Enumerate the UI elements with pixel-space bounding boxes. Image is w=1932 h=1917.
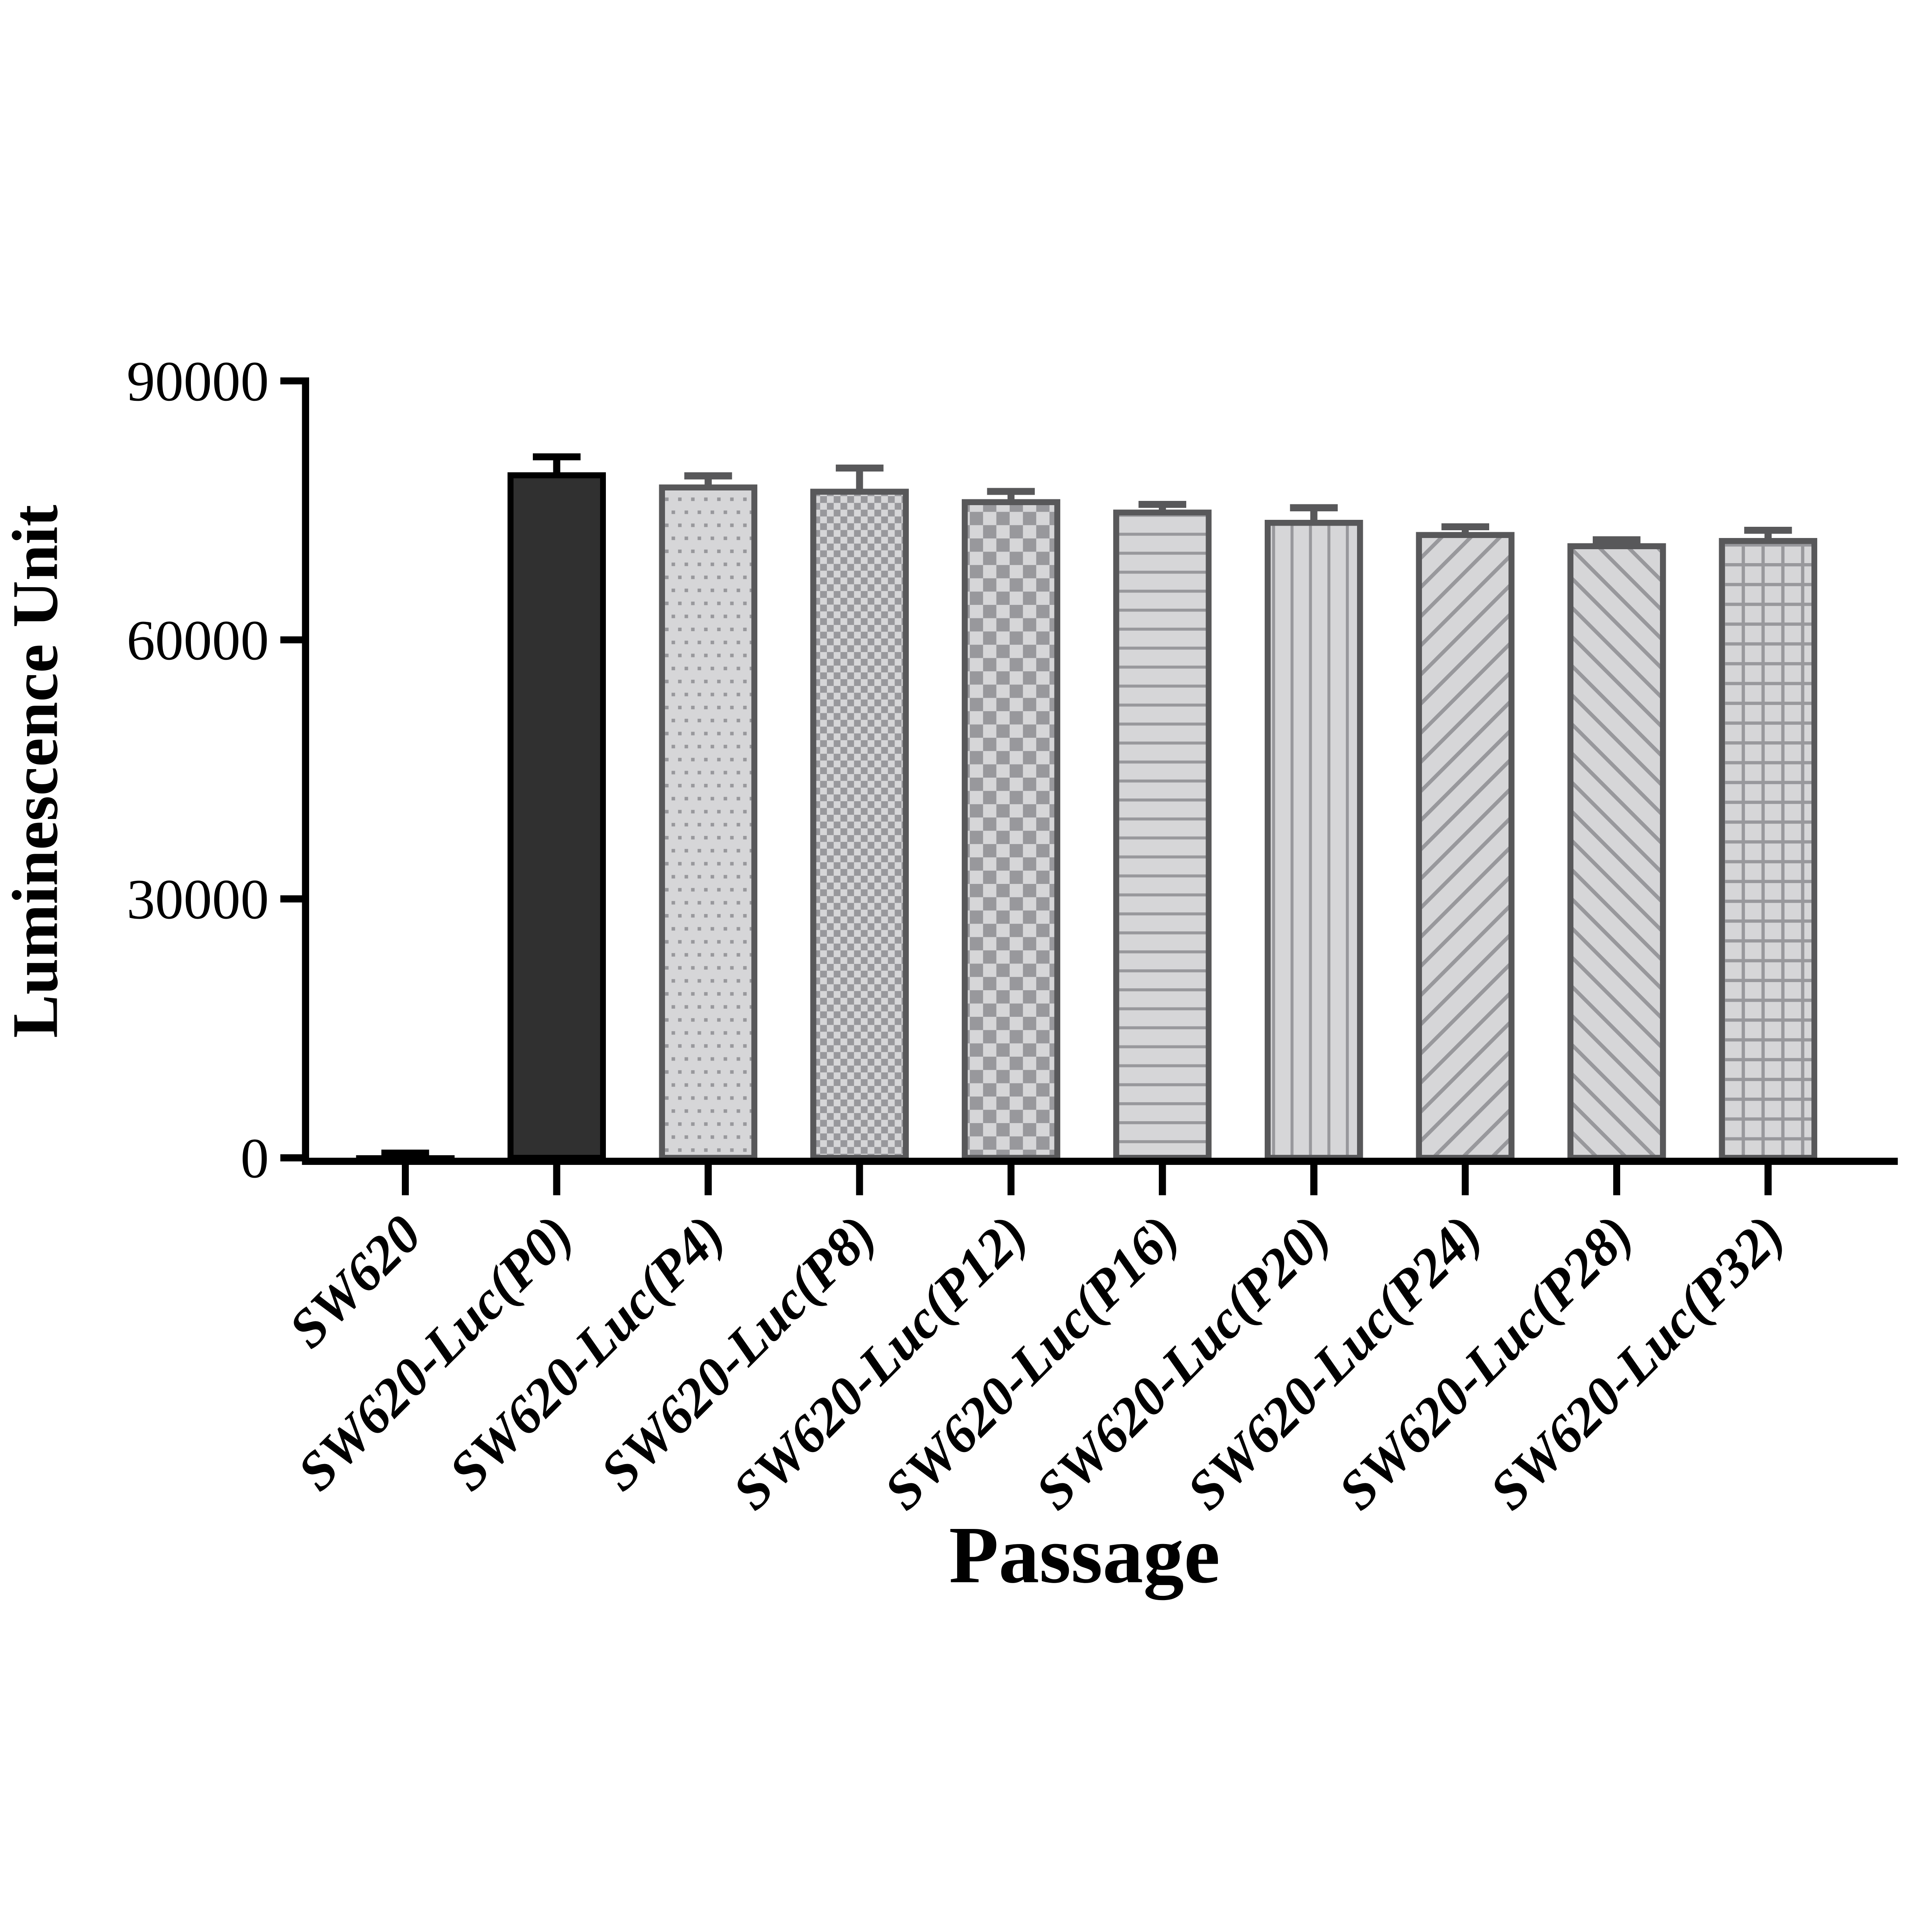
error-cap bbox=[381, 1149, 429, 1157]
bar-sw620-luc-p28- bbox=[1567, 543, 1666, 1161]
error-bar-sw620-luc-p12- bbox=[987, 488, 1035, 499]
x-tick bbox=[1764, 1165, 1772, 1195]
y-axis-title: Luminescence Unit bbox=[0, 505, 71, 1038]
bar-sw620-luc-p0- bbox=[507, 472, 606, 1161]
bar-sw620-luc-p24- bbox=[1416, 532, 1515, 1161]
x-tick bbox=[856, 1165, 863, 1195]
bar-sw620-luc-p20- bbox=[1264, 520, 1363, 1161]
y-tick-label: 90000 bbox=[127, 350, 269, 413]
error-cap bbox=[987, 488, 1035, 495]
error-cap bbox=[1593, 536, 1641, 543]
tick-labels-layer: SW620SW620-Luc(P0)SW620-Luc(P4)SW620-Luc… bbox=[127, 350, 1796, 1521]
axes-layer bbox=[280, 377, 1898, 1195]
error-stem bbox=[856, 468, 863, 489]
error-bars-layer bbox=[381, 453, 1792, 1157]
bars-layer bbox=[356, 472, 1818, 1161]
error-bar-sw620 bbox=[381, 1149, 429, 1157]
bar-sw620-luc-p4- bbox=[659, 484, 758, 1161]
x-tick-label-sw620-luc-p0-: SW620-Luc(P0) bbox=[286, 1204, 584, 1502]
y-tick-label: 60000 bbox=[127, 609, 269, 672]
y-axis-line bbox=[302, 377, 309, 1165]
error-bar-sw620-luc-p20- bbox=[1290, 504, 1338, 520]
y-tick bbox=[280, 1154, 302, 1161]
bar-sw620-luc-p12- bbox=[962, 499, 1060, 1161]
x-tick bbox=[1007, 1165, 1015, 1195]
bar-sw620-luc-p16- bbox=[1113, 509, 1212, 1161]
error-bar-sw620-luc-p28- bbox=[1593, 536, 1641, 543]
x-tick bbox=[1461, 1165, 1469, 1195]
x-axis-line bbox=[302, 1158, 1898, 1165]
error-cap bbox=[1138, 501, 1187, 508]
x-tick-label-sw620-luc-p8-: SW620-Luc(P8) bbox=[589, 1204, 887, 1502]
error-bar-sw620-luc-p8- bbox=[835, 464, 884, 489]
error-cap bbox=[533, 453, 581, 461]
x-tick bbox=[1159, 1165, 1166, 1195]
x-tick bbox=[401, 1165, 409, 1195]
error-cap bbox=[684, 472, 732, 480]
x-tick-label-sw620-luc-p4-: SW620-Luc(P4) bbox=[438, 1204, 736, 1502]
error-cap bbox=[1744, 526, 1792, 534]
error-bar-sw620-luc-p16- bbox=[1138, 501, 1187, 510]
x-tick bbox=[1613, 1165, 1621, 1195]
error-bar-sw620-luc-p4- bbox=[684, 472, 732, 485]
y-tick bbox=[280, 895, 302, 902]
y-tick-label: 0 bbox=[240, 1127, 269, 1190]
x-tick bbox=[704, 1165, 712, 1195]
error-cap bbox=[1290, 504, 1338, 511]
error-bar-sw620-luc-p0- bbox=[533, 453, 581, 473]
error-bar-sw620-luc-p24- bbox=[1441, 523, 1489, 532]
error-cap bbox=[1441, 523, 1489, 531]
x-axis-title: Passage bbox=[949, 1510, 1220, 1600]
y-tick bbox=[280, 636, 302, 644]
bar-sw620-luc-p32- bbox=[1719, 538, 1818, 1161]
error-stem bbox=[553, 457, 560, 473]
y-tick-label: 30000 bbox=[127, 868, 269, 931]
x-tick bbox=[553, 1165, 560, 1195]
error-bar-sw620-luc-p32- bbox=[1744, 526, 1792, 538]
y-tick bbox=[280, 377, 302, 385]
x-tick bbox=[1310, 1165, 1318, 1195]
error-cap bbox=[835, 464, 884, 472]
bar-sw620-luc-p8- bbox=[810, 489, 909, 1161]
